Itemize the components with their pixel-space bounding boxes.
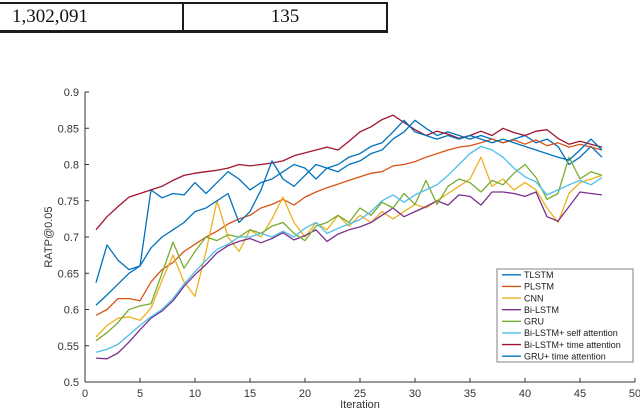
y-tick-label: 0.8 <box>64 160 79 172</box>
y-tick-label: 0.7 <box>64 232 79 244</box>
legend-label: Bi-LSTM+ self attention <box>524 328 618 338</box>
legend-entry-gru: GRU <box>502 317 544 327</box>
legend-entry-bi-lstm-time-attention: Bi-LSTM+ time attention <box>502 340 621 350</box>
legend-label: Bi-LSTM <box>524 305 559 315</box>
legend-entry-gru-time-attention: GRU+ time attention <box>502 351 606 361</box>
x-tick-label: 15 <box>244 388 256 400</box>
x-tick-label: 10 <box>189 388 201 400</box>
table-cell-value-2: 135 <box>184 4 386 30</box>
series-line-tlstm <box>95 119 603 283</box>
legend-label: PLSTM <box>524 282 554 292</box>
series-line-gru-time-attention <box>95 119 603 306</box>
series-line-cnn <box>95 156 603 338</box>
x-tick-label: 0 <box>82 388 88 400</box>
legend-label: Bi-LSTM+ time attention <box>524 340 621 350</box>
y-tick-label: 0.6 <box>64 305 79 317</box>
series-line-bi-lstm-time-attention <box>95 114 603 231</box>
table-cell-text: 135 <box>270 6 300 27</box>
y-tick-label: 0.65 <box>58 268 79 280</box>
x-tick-label: 5 <box>137 388 143 400</box>
x-tick-label: 25 <box>354 388 366 400</box>
series-line-plstm <box>95 138 603 316</box>
x-tick-label: 50 <box>629 388 640 400</box>
x-axis-label: Iteration <box>340 399 380 409</box>
legend-entry-bi-lstm-self-attention: Bi-LSTM+ self attention <box>502 328 618 338</box>
x-tick-label: 45 <box>574 388 586 400</box>
legend-label: GRU+ time attention <box>524 351 606 361</box>
legend-entry-tlstm: TLSTM <box>502 270 554 280</box>
x-tick-label: 35 <box>464 388 476 400</box>
results-table-fragment: 1,302,091 135 <box>0 2 388 33</box>
x-tick-label: 20 <box>299 388 311 400</box>
legend-entry-cnn: CNN <box>502 293 544 303</box>
y-tick-label: 0.55 <box>58 341 79 353</box>
y-tick-label: 0.5 <box>64 377 79 389</box>
legend-entry-plstm: PLSTM <box>502 282 554 292</box>
y-tick-label: 0.85 <box>58 123 79 135</box>
table-cell-text: 1,302,091 <box>12 6 88 27</box>
legend-label: CNN <box>524 293 544 303</box>
y-tick-label: 0.75 <box>58 196 79 208</box>
x-tick-label: 30 <box>409 388 421 400</box>
series-line-bi-lstm <box>95 191 603 360</box>
legend-box <box>496 268 634 363</box>
legend-entry-bi-lstm: Bi-LSTM <box>502 305 559 315</box>
x-tick-label: 40 <box>519 388 531 400</box>
legend-label: GRU <box>524 317 544 327</box>
y-tick-label: 0.9 <box>64 87 79 99</box>
legend-label: TLSTM <box>524 270 554 280</box>
series-line-bi-lstm-self-attention <box>95 145 603 353</box>
y-axis-label: RATP@0.05 <box>43 206 55 267</box>
table-cell-value-1: 1,302,091 <box>0 4 184 30</box>
